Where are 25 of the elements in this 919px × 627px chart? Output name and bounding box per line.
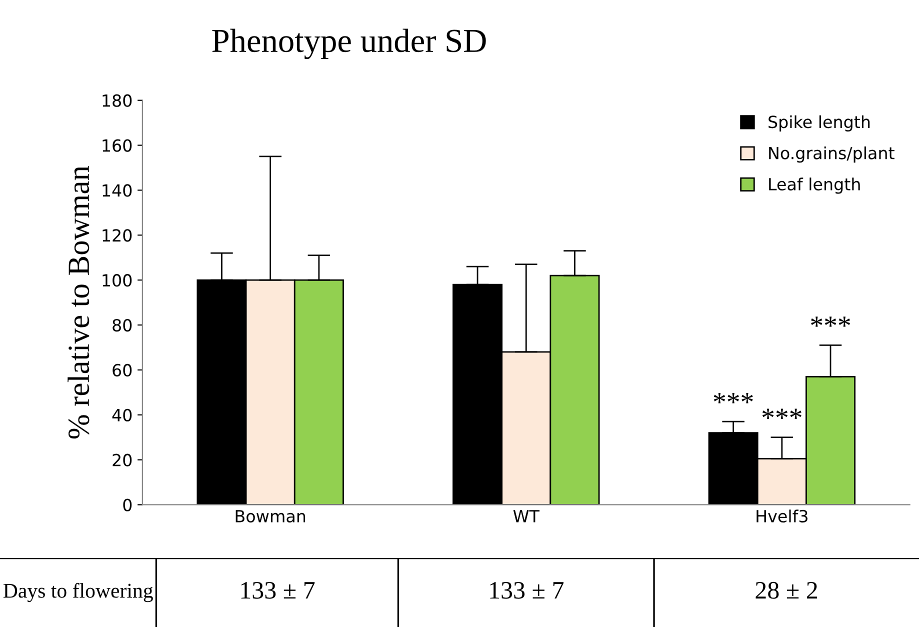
x-tick-label: WT xyxy=(513,510,540,522)
text: 28 ± 2 xyxy=(756,582,817,599)
y-tick-label: 140 xyxy=(102,184,132,197)
text: 133 ± 7 xyxy=(490,582,564,599)
y-tick-label: 80 xyxy=(112,318,132,332)
annotation: *** xyxy=(714,393,753,404)
text: Days to flowering xyxy=(3,582,153,602)
legend-label: Leaf length xyxy=(769,178,860,194)
y-tick-label: 100 xyxy=(102,274,132,287)
y-tick-label: 40 xyxy=(112,408,132,422)
y-tick-label: 0 xyxy=(123,498,132,512)
x-tick-label: Hvelf3 xyxy=(756,510,808,522)
y-tick-label: 180 xyxy=(102,94,132,107)
text: 133 ± 7 xyxy=(241,582,315,599)
annotation: *** xyxy=(811,316,850,327)
legend-label: No.grains/plant xyxy=(769,146,894,163)
y-axis-title: % relative to Bowman xyxy=(68,166,90,439)
legend-label: Spike length xyxy=(768,115,870,132)
y-tick-label: 160 xyxy=(102,139,132,152)
y-tick-label: 120 xyxy=(102,229,132,242)
chart-title: Phenotype under SD xyxy=(212,28,486,60)
annotation: *** xyxy=(762,408,802,419)
x-tick-label: Bowman xyxy=(236,510,306,522)
y-tick-label: 60 xyxy=(112,364,132,376)
y-tick-label: 20 xyxy=(112,454,132,466)
